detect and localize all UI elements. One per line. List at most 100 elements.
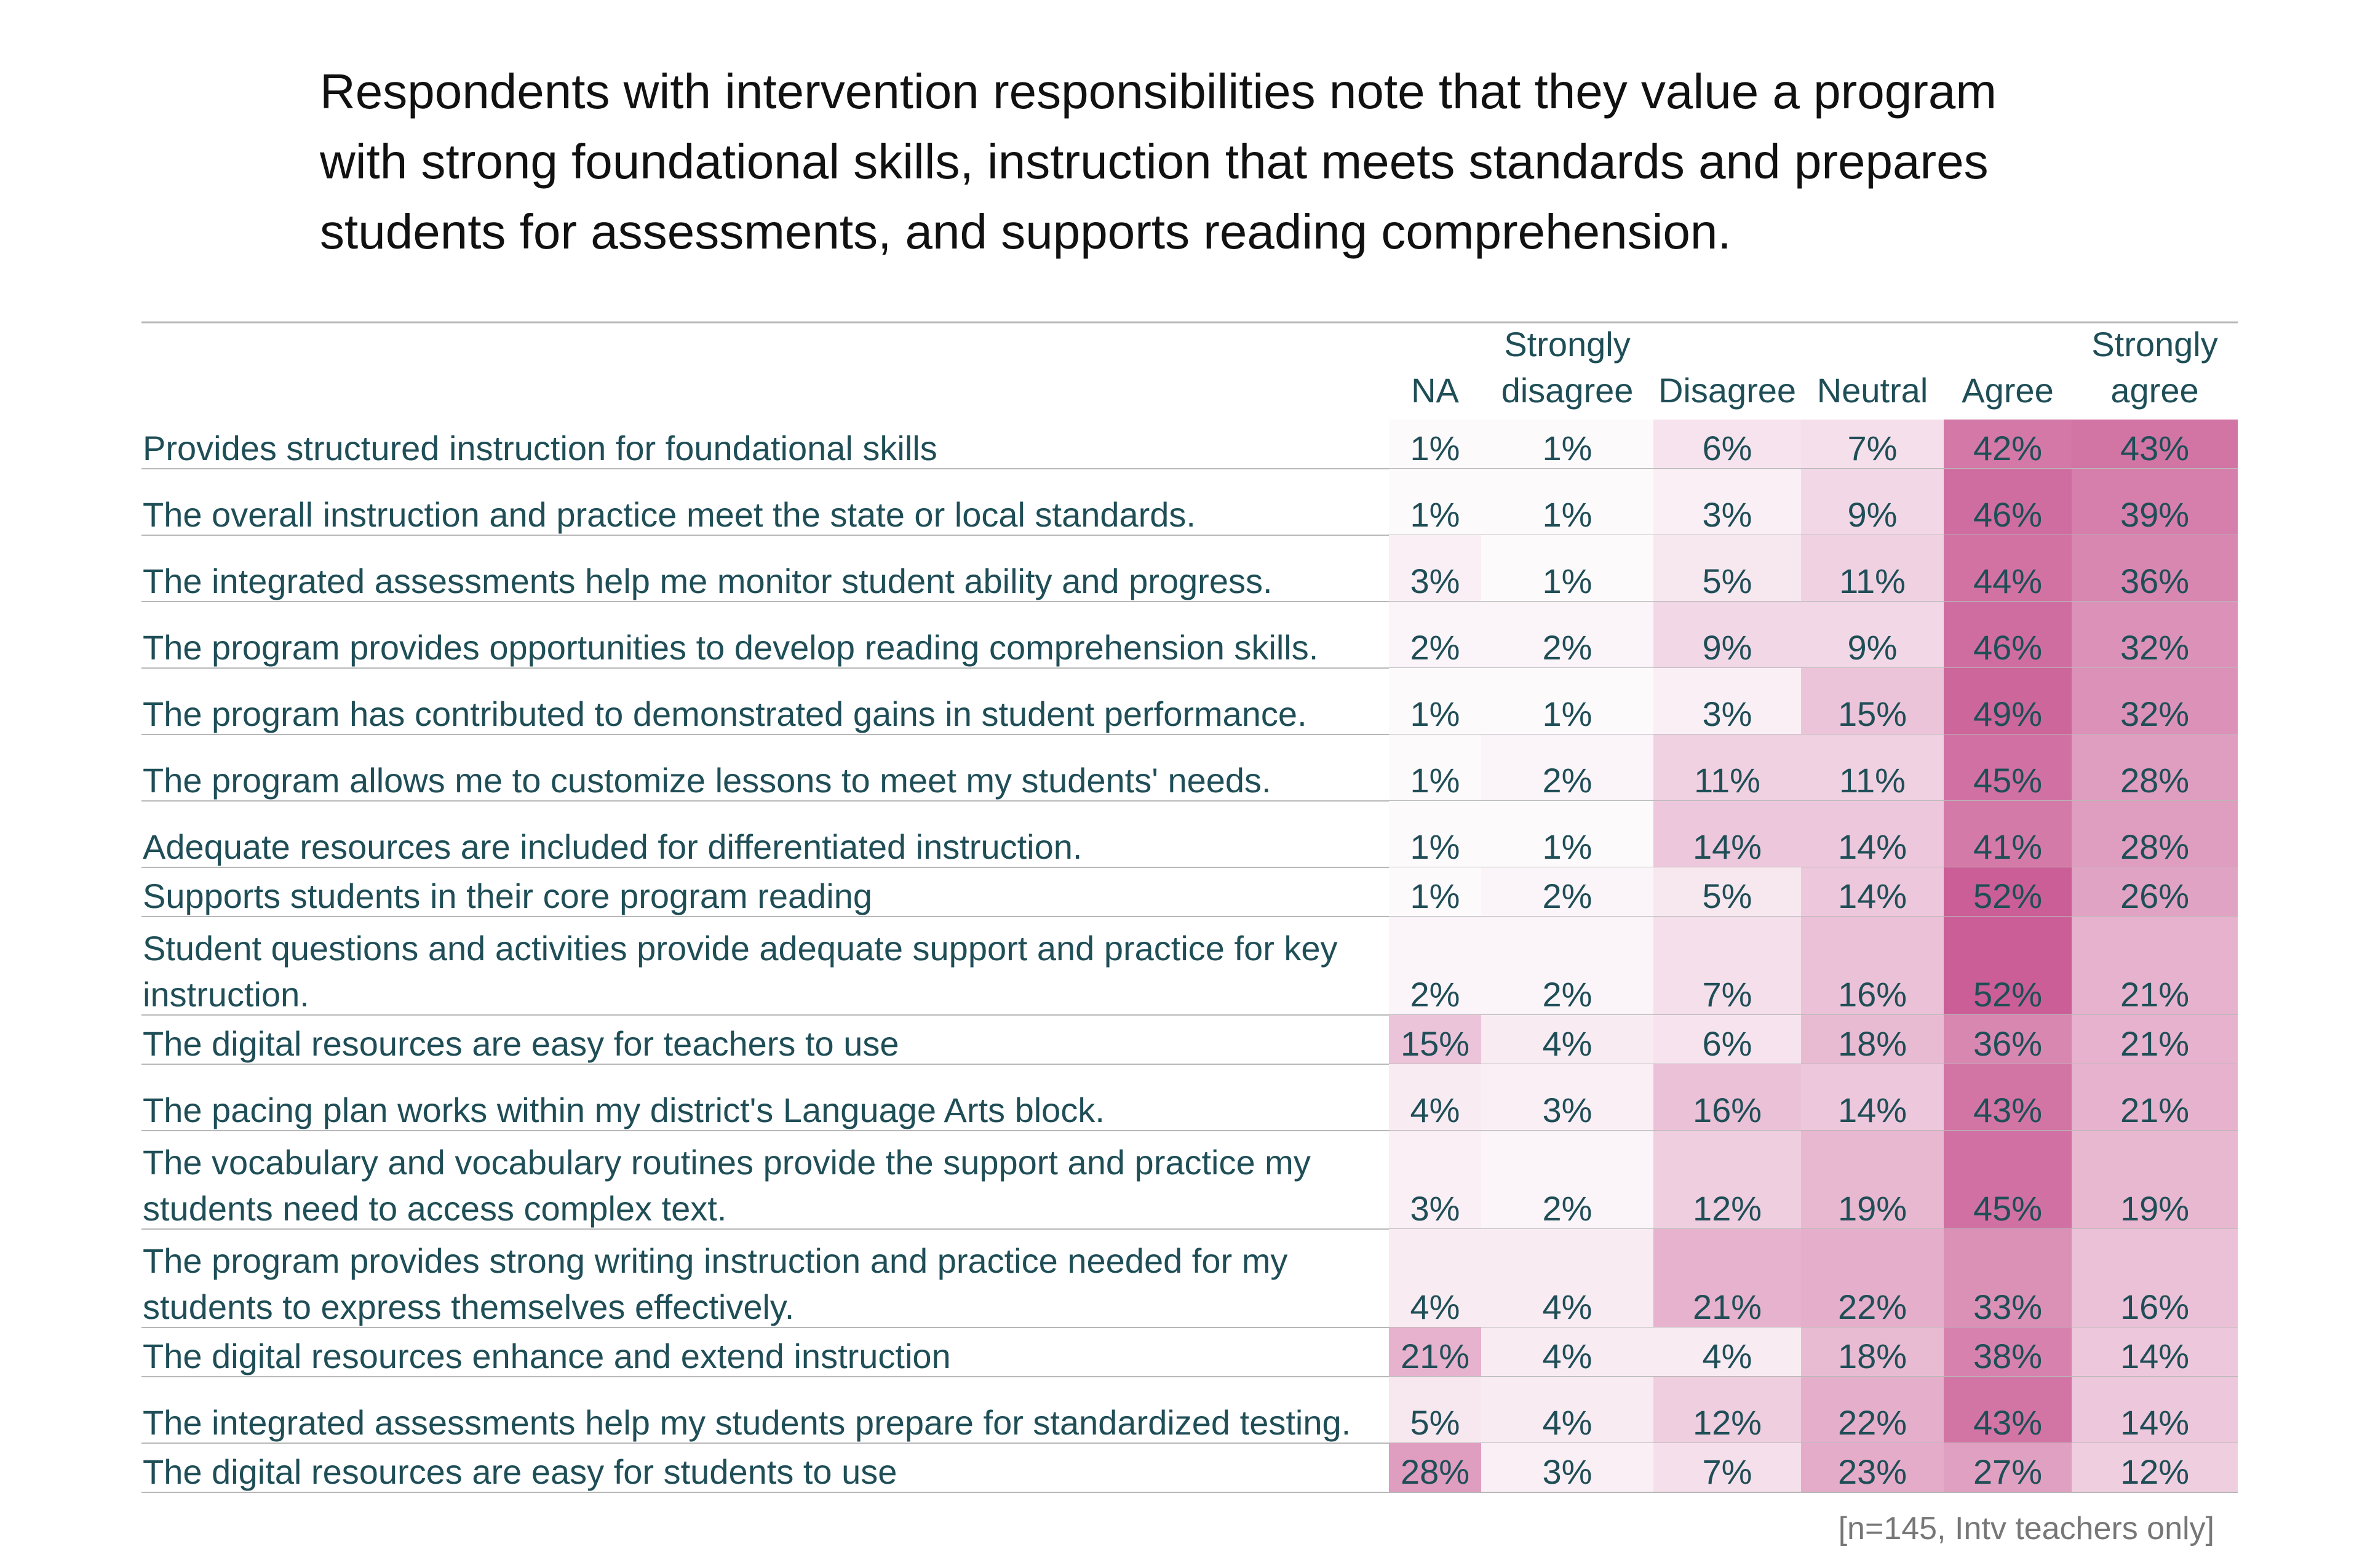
cell-value: 14% bbox=[2120, 1403, 2189, 1442]
heatmap-cell bbox=[1944, 1443, 2072, 1492]
heatmap-cell bbox=[1944, 1015, 2072, 1064]
cell-value: 14% bbox=[1838, 877, 1907, 915]
cell-value: 3% bbox=[1543, 1091, 1593, 1129]
heatmap-cell bbox=[1481, 535, 1653, 602]
cell-value: 14% bbox=[1693, 827, 1762, 866]
heatmap-cell bbox=[1389, 1443, 1481, 1492]
cell-value: 45% bbox=[1973, 1189, 2042, 1228]
cell-value: 43% bbox=[1973, 1091, 2042, 1129]
heatmap-cell bbox=[1389, 801, 1481, 867]
heatmap-cell bbox=[1389, 535, 1481, 602]
column-header: Neutral bbox=[1817, 371, 1928, 410]
heatmap-cell bbox=[1389, 602, 1481, 668]
row-label: The digital resources are easy for teach… bbox=[143, 1024, 899, 1063]
heatmap-cell bbox=[1653, 917, 1801, 1015]
title-line-3: students for assessments, and supports r… bbox=[320, 204, 1732, 259]
heatmap-cell bbox=[1653, 1377, 1801, 1443]
cell-value: 18% bbox=[1838, 1024, 1907, 1063]
cell-value: 19% bbox=[2120, 1189, 2189, 1228]
cell-value: 14% bbox=[1838, 1091, 1907, 1129]
heatmap-cell bbox=[1481, 1131, 1653, 1229]
cell-value: 15% bbox=[1401, 1024, 1469, 1063]
cell-value: 1% bbox=[1410, 429, 1460, 468]
cell-value: 2% bbox=[1543, 628, 1593, 667]
cell-value: 1% bbox=[1410, 761, 1460, 800]
cell-value: 46% bbox=[1973, 495, 2042, 534]
cell-value: 4% bbox=[1543, 1403, 1593, 1442]
cell-value: 6% bbox=[1703, 1024, 1752, 1063]
cell-value: 7% bbox=[1703, 1452, 1752, 1491]
cell-value: 43% bbox=[1973, 1403, 2042, 1442]
cell-value: 12% bbox=[1693, 1403, 1762, 1442]
heatmap-cell bbox=[1389, 867, 1481, 917]
cell-value: 11% bbox=[1694, 761, 1760, 800]
cell-value: 16% bbox=[1838, 975, 1907, 1014]
cell-value: 28% bbox=[2120, 761, 2189, 800]
heatmap-cell bbox=[1389, 469, 1481, 535]
heatmap-cell bbox=[1653, 469, 1801, 535]
cell-value: 2% bbox=[1410, 975, 1460, 1014]
heatmap-cell bbox=[1944, 1131, 2072, 1229]
cell-value: 28% bbox=[2120, 827, 2189, 866]
heatmap-cell bbox=[1481, 668, 1653, 734]
heatmap-cell bbox=[1481, 1015, 1653, 1064]
cell-value: 52% bbox=[1973, 975, 2042, 1014]
heatmap-cell bbox=[1389, 1015, 1481, 1064]
heatmap-cell bbox=[1944, 917, 2072, 1015]
heatmap-cell bbox=[1389, 917, 1481, 1015]
heatmap-cell bbox=[1481, 1377, 1653, 1443]
heatmap-cell bbox=[1481, 1443, 1653, 1492]
heatmap-cell bbox=[1653, 867, 1801, 917]
row-label: students to express themselves effective… bbox=[143, 1287, 794, 1326]
cell-value: 14% bbox=[2120, 1337, 2189, 1375]
heatmap-cell bbox=[1481, 1064, 1653, 1131]
sample-note: [n=145, Intv teachers only] bbox=[1838, 1511, 2214, 1546]
cell-value: 41% bbox=[1973, 827, 2042, 866]
heatmap-cell bbox=[2072, 1327, 2238, 1377]
column-header: disagree bbox=[1501, 371, 1634, 410]
heatmap-cell bbox=[1944, 801, 2072, 867]
cell-value: 1% bbox=[1543, 827, 1593, 866]
row-label: The program allows me to customize lesso… bbox=[143, 761, 1271, 800]
column-header: agree bbox=[2110, 371, 2198, 410]
heatmap-cell bbox=[1944, 1377, 2072, 1443]
heatmap-cell bbox=[1481, 734, 1653, 801]
cell-value: 28% bbox=[1401, 1452, 1469, 1491]
heatmap-cell bbox=[1944, 420, 2072, 469]
cell-value: 36% bbox=[2120, 562, 2189, 600]
cell-value: 52% bbox=[1973, 877, 2042, 915]
cell-value: 1% bbox=[1543, 429, 1593, 468]
column-header: Strongly bbox=[1504, 325, 1630, 364]
heatmap-cell bbox=[2072, 420, 2238, 469]
cell-value: 16% bbox=[1693, 1091, 1762, 1129]
heatmap-cell bbox=[2072, 469, 2238, 535]
row-label: Supports students in their core program … bbox=[143, 877, 872, 915]
cell-value: 2% bbox=[1543, 761, 1593, 800]
cell-value: 44% bbox=[1973, 562, 2042, 600]
heatmap-cell bbox=[1653, 1015, 1801, 1064]
row-label: The program provides strong writing inst… bbox=[143, 1241, 1287, 1280]
heatmap-cell bbox=[2072, 1443, 2238, 1492]
cell-value: 3% bbox=[1410, 562, 1460, 600]
heatmap-cell bbox=[1481, 801, 1653, 867]
heatmap-cell bbox=[1944, 602, 2072, 668]
heatmap-cell bbox=[1944, 1064, 2072, 1131]
cell-value: 21% bbox=[2120, 1091, 2189, 1129]
heatmap-cell bbox=[1481, 469, 1653, 535]
cell-value: 32% bbox=[2120, 628, 2189, 667]
row-label: The overall instruction and practice mee… bbox=[143, 495, 1196, 534]
heatmap-cell bbox=[2072, 602, 2238, 668]
heatmap-cell bbox=[1944, 1327, 2072, 1377]
heatmap-cell bbox=[1653, 1131, 1801, 1229]
cell-value: 2% bbox=[1410, 628, 1460, 667]
cell-value: 12% bbox=[1693, 1189, 1762, 1228]
heatmap-cell bbox=[1389, 1131, 1481, 1229]
cell-value: 4% bbox=[1543, 1337, 1593, 1375]
title-line-1: Respondents with intervention responsibi… bbox=[320, 64, 1997, 119]
heatmap-cell bbox=[2072, 801, 2238, 867]
row-label: The integrated assessments help me monit… bbox=[143, 562, 1273, 600]
heatmap-cell bbox=[1801, 1327, 1944, 1377]
heatmap-cell bbox=[1801, 420, 1944, 469]
heatmap-cell bbox=[2072, 1131, 2238, 1229]
